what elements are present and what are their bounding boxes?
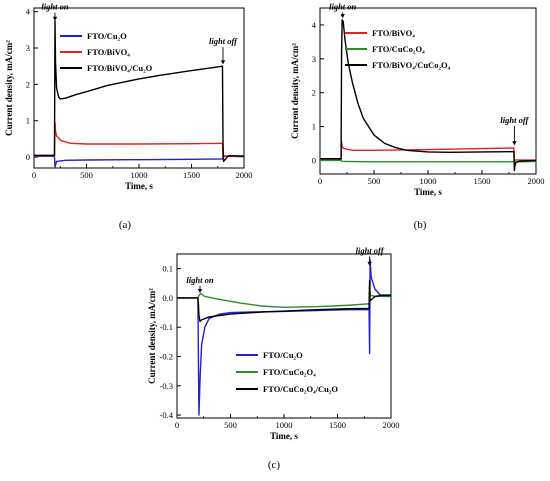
annotation-label: light on [329,1,356,11]
series-line-2 [177,285,391,308]
chart-panel-c: 0 500 1000 1500 2000 0.1 0.0 -0.1 -0.2 -0.3 -0.4 Ti… [147,245,400,471]
x-tick-label: 500 [224,420,237,430]
x-tick-label: 0 [32,170,36,180]
series-line-3 [320,19,536,172]
legend-label: FTO/Cu₂O [263,350,303,360]
x-tick-label: 2000 [383,420,400,430]
series-line-3 [177,279,391,323]
panel-label: (c) [268,459,281,471]
legend-label: FTO/BiVO₄/Cu₂O [87,63,153,73]
annotation-arrow-head [512,141,517,146]
y-tick-label: 2 [26,79,30,89]
y-tick-label: 2 [312,88,316,98]
x-tick-label: 2000 [528,176,545,186]
legend-label: FTO/CuCo₂O₄ [372,44,425,54]
y-axis-label: Current density, mA/cm² [147,288,157,384]
y-axis-label: Current density, mA/cm² [290,43,300,139]
series-line-3 [34,20,244,163]
legend-label: FTO/BiVO₄ [372,28,415,38]
x-tick-label: 1500 [183,170,200,180]
annotation-label: light on [186,275,213,285]
annotation-arrow-head [197,288,203,293]
panel-label: (b) [414,219,427,231]
annotation-arrow-head [340,14,345,19]
y-tick-label: -0.2 [160,352,173,362]
x-tick-label: 2000 [236,170,253,180]
y-tick-label: 3 [26,43,30,53]
x-tick-label: 0 [318,176,322,186]
annotation-label: light on [41,2,68,12]
legend-label: FTO/BiVO₄/CuCo₂O₄ [372,60,451,70]
panel-label: (a) [119,219,132,231]
y-tick-label: 4 [312,20,317,30]
y-tick-label: 0.1 [162,264,173,274]
x-axis-label: Time, s [125,181,153,191]
x-tick-label: 1500 [474,176,491,186]
y-tick-label: -0.4 [160,410,174,420]
x-tick-label: 500 [80,170,93,180]
series-line-2 [34,121,244,160]
annotation-arrow-head [52,16,58,21]
x-tick-label: 1000 [131,170,148,180]
annotation-arrow-head [367,261,372,266]
chart-panel-b: 0 500 1000 1500 2000 0 1 2 3 4 Time, s Current dens… [290,1,545,231]
y-tick-label: 1 [312,122,316,132]
annotation-label: light off [356,245,385,255]
chart-panel-a: 0 500 1000 1500 2000 0 1 2 3 4 Time, s Current dens… [4,2,253,231]
series-line-2 [320,159,536,163]
y-tick-label: 4 [26,7,31,17]
legend-label: FTO/CuCo₂O₄/Cu₂O [263,384,338,394]
annotation-arrow-head [220,60,226,65]
y-tick-label: -0.3 [160,381,173,391]
x-tick-label: 0 [175,420,179,430]
x-tick-label: 1000 [276,420,293,430]
x-axis-label: Time, s [414,187,442,197]
annotation-label: light off [500,115,529,125]
x-axis-label: Time, s [270,431,298,441]
y-tick-label: 0 [312,155,316,165]
x-tick-label: 1500 [329,420,346,430]
legend-label: FTO/Cu₂O [87,31,127,41]
y-tick-label: 0 [26,152,30,162]
legend-label: FTO/CuCo₂O₄ [263,367,316,377]
x-tick-label: 1000 [420,176,437,186]
x-tick-label: 500 [368,176,381,186]
y-axis-label: Current density, mA/cm² [4,40,14,136]
y-tick-label: 3 [312,54,316,64]
y-tick-label: -0.1 [160,322,173,332]
y-tick-label: 1 [26,116,30,126]
legend-label: FTO/BiVO₄ [87,47,130,57]
y-tick-label: 0.0 [162,293,173,303]
annotation-label: light off [209,36,238,46]
